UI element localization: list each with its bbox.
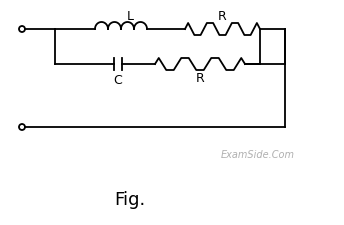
Text: ExamSide.Com: ExamSide.Com (221, 149, 295, 159)
Text: R: R (218, 9, 226, 22)
Text: R: R (196, 72, 204, 85)
Text: L: L (127, 9, 133, 22)
Text: Fig.: Fig. (114, 190, 146, 208)
Text: C: C (114, 74, 122, 87)
